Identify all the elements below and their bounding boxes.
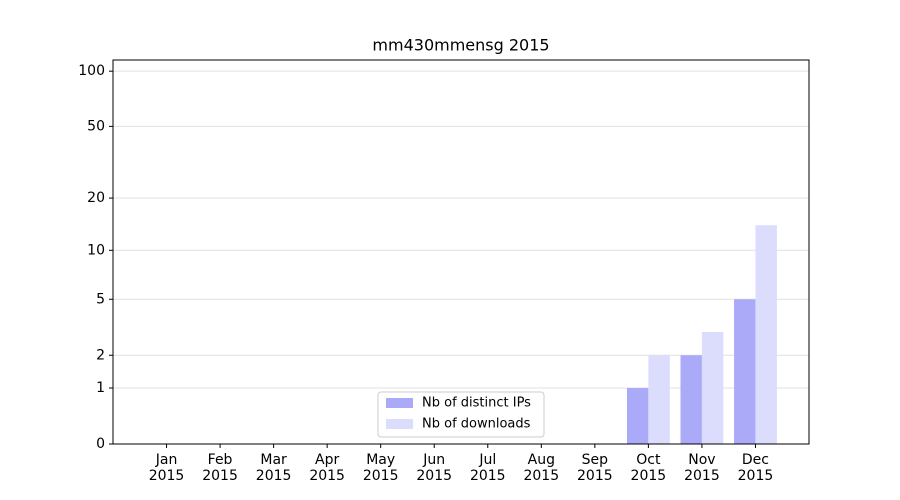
y-tick-label: 5 (96, 291, 105, 307)
x-tick-label: Jul 2015 (469, 452, 506, 484)
bar (648, 355, 670, 444)
legend-label: Nb of distinct IPs (422, 396, 531, 411)
x-tick-label: Aug 2015 (523, 452, 560, 484)
x-tick-label: Dec 2015 (737, 452, 774, 484)
y-tick-label: 20 (87, 190, 105, 206)
x-tick-label: Oct 2015 (630, 452, 667, 484)
bar (734, 299, 756, 444)
bar (626, 388, 649, 444)
y-tick-label: 2 (96, 347, 105, 363)
x-tick-label: Jan 2015 (148, 452, 185, 484)
y-tick-label: 1 (96, 380, 105, 396)
x-tick-label: Mar 2015 (255, 452, 292, 484)
bar (680, 355, 702, 444)
legend-swatch (386, 398, 413, 408)
y-tick-label: 0 (96, 436, 105, 452)
legend-box (377, 391, 545, 438)
x-tick-label: Feb 2015 (202, 452, 238, 484)
y-tick-label: 100 (78, 63, 105, 79)
y-tick-label: 50 (87, 118, 105, 134)
bar (755, 225, 777, 444)
x-tick-label: Sep 2015 (577, 452, 613, 484)
chart-title: mm430mmensg 2015 (372, 36, 549, 55)
x-tick-label: Nov 2015 (684, 452, 720, 484)
legend-label: Nb of downloads (422, 417, 531, 432)
y-tick-label: 10 (87, 242, 105, 258)
x-tick-label: May 2015 (362, 452, 399, 484)
plot-frame (112, 59, 810, 445)
x-tick-label: Jun 2015 (416, 452, 453, 484)
x-tick-label: Apr 2015 (309, 452, 345, 484)
bar (701, 332, 724, 444)
legend-swatch (386, 419, 413, 429)
